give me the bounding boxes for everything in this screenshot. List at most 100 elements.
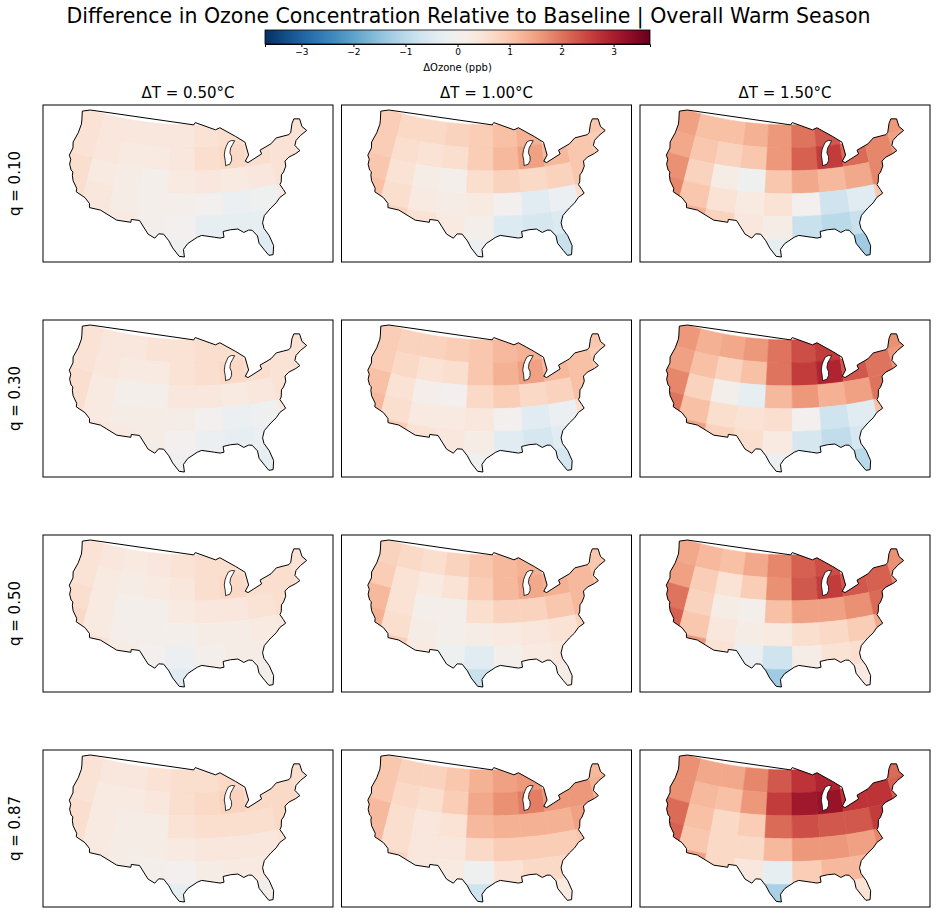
- cell: [421, 119, 448, 145]
- cell: [792, 622, 821, 646]
- cell: [109, 616, 140, 643]
- map-panel: [43, 320, 333, 478]
- map-panel: [43, 535, 333, 693]
- cell: [816, 144, 843, 169]
- cell: [463, 239, 495, 262]
- cell: [816, 359, 843, 384]
- cell: [135, 858, 167, 884]
- cell: [352, 603, 385, 633]
- cell: [143, 790, 170, 815]
- cell: [421, 764, 448, 790]
- map-cells: [651, 535, 919, 692]
- coastline: [666, 755, 903, 902]
- cell: [421, 334, 448, 360]
- cell: [847, 615, 879, 642]
- cell: [81, 825, 113, 853]
- cell: [466, 815, 493, 838]
- cell: [408, 401, 439, 428]
- cell: [493, 792, 519, 816]
- lake: [821, 356, 831, 381]
- cell: [109, 401, 140, 428]
- cell: [165, 216, 195, 240]
- cell: [762, 646, 792, 670]
- cell: [743, 337, 769, 362]
- cell: [141, 168, 169, 193]
- colorbar-tick: 2: [559, 44, 565, 57]
- cell: [114, 809, 144, 836]
- cell: [821, 857, 853, 883]
- cell: [223, 619, 253, 645]
- cell: [219, 359, 246, 384]
- cell: [678, 395, 710, 423]
- cell: [404, 209, 437, 236]
- cell: [555, 875, 590, 903]
- map-panel: [43, 105, 333, 263]
- cell: [792, 554, 817, 578]
- cell: [792, 124, 817, 148]
- map-cells: [54, 320, 322, 477]
- colorbar-tick-label: −1: [399, 47, 412, 57]
- cell: [766, 792, 792, 815]
- cell: [850, 637, 883, 665]
- cell: [469, 769, 493, 793]
- cell: [767, 124, 791, 148]
- cell: [170, 554, 194, 578]
- cell: [570, 586, 601, 615]
- coastline: [666, 110, 903, 257]
- cell: [165, 861, 195, 885]
- cell: [54, 173, 87, 203]
- cell: [767, 769, 791, 793]
- cell: [493, 124, 518, 148]
- cell: [165, 431, 195, 455]
- cell: [169, 362, 195, 385]
- cell: [523, 212, 555, 238]
- cell: [109, 831, 140, 858]
- cell: [412, 594, 442, 621]
- coastline: [69, 325, 306, 472]
- cell: [711, 594, 741, 621]
- cell: [167, 623, 196, 647]
- cell: [706, 616, 737, 643]
- colorbar-tick-label: −2: [347, 47, 360, 57]
- cell: [169, 577, 195, 600]
- cell: [195, 385, 223, 409]
- cell: [792, 170, 820, 194]
- panel-frame: [43, 750, 333, 907]
- cell: [105, 209, 138, 236]
- cell: [105, 424, 138, 451]
- cell: [575, 393, 608, 422]
- cell: [678, 180, 710, 208]
- cell: [195, 815, 223, 839]
- cell: [820, 834, 850, 860]
- cell: [141, 598, 169, 623]
- coastline: [69, 110, 306, 257]
- cell: [146, 552, 172, 577]
- cell: [167, 408, 196, 432]
- cell: [466, 385, 493, 408]
- cell: [493, 554, 518, 578]
- cell: [672, 633, 706, 662]
- cell: [740, 360, 767, 385]
- cell: [221, 597, 250, 623]
- map-area: [651, 320, 919, 477]
- cell: [719, 334, 746, 360]
- cell: [195, 554, 220, 578]
- map-panel: [342, 750, 632, 908]
- cell: [521, 189, 551, 215]
- row-title: q = 0.50: [6, 581, 24, 646]
- cell: [869, 801, 900, 830]
- map-cells: [651, 320, 919, 477]
- cell: [122, 119, 149, 145]
- cell: [380, 180, 412, 208]
- cell: [519, 812, 548, 838]
- map-panel: [640, 105, 930, 263]
- cell: [416, 357, 444, 383]
- cell: [494, 192, 523, 216]
- coastline: [368, 110, 605, 257]
- cell: [847, 185, 879, 212]
- map-panel: [342, 320, 632, 478]
- cell: [81, 610, 113, 638]
- cell: [469, 554, 493, 578]
- lake: [821, 571, 831, 596]
- cell: [224, 212, 256, 238]
